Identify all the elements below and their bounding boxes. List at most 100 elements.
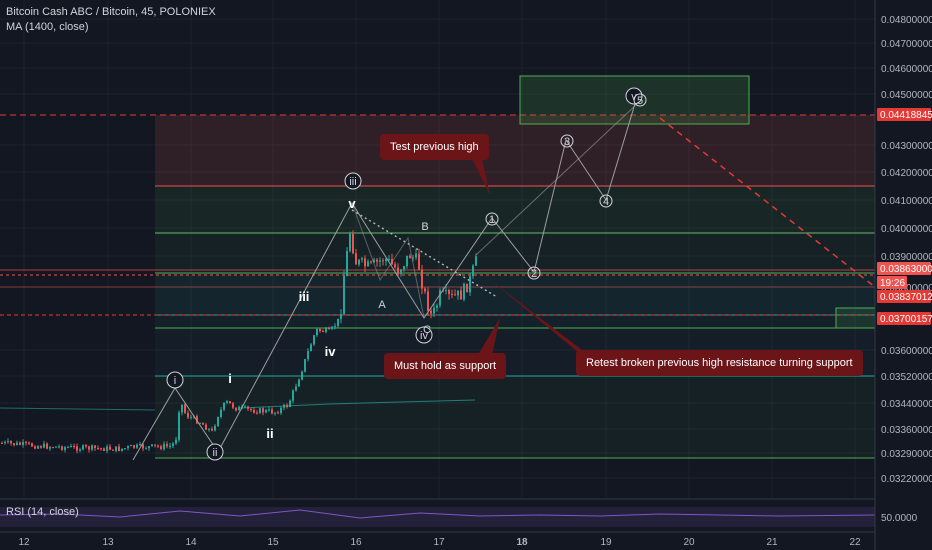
callout-pointer-test: [470, 150, 490, 195]
candle-body: [25, 442, 27, 444]
time-tick: 13: [102, 537, 114, 548]
candle-body: [232, 403, 234, 408]
candle-body: [157, 445, 159, 447]
callout-test-previous-high[interactable]: Test previous high: [380, 134, 489, 160]
candle-body: [316, 328, 318, 336]
candle-body: [325, 328, 327, 332]
key-levels[interactable]: [0, 114, 875, 411]
candle-body: [367, 261, 369, 267]
candle-body: [175, 439, 177, 444]
callout-pointer-retest: [488, 278, 590, 362]
price-axis[interactable]: 0.04800000 0.04700000 0.04600000 0.04500000…: [881, 15, 932, 485]
rsi-line: [0, 509, 876, 519]
wave-circle-ii: ii: [213, 447, 218, 459]
trendline-dotted[interactable]: [351, 209, 498, 298]
callout-retest-support[interactable]: Retest broken previous high resistance t…: [576, 350, 863, 376]
price-tick: 0.03360000: [881, 425, 932, 436]
candle-body: [421, 269, 423, 289]
candle-body: [169, 445, 171, 447]
candle-body: [229, 401, 231, 404]
candle-body: [361, 258, 363, 260]
candle-body: [349, 233, 351, 251]
candle-body: [7, 441, 9, 443]
candle-body: [256, 412, 258, 414]
time-tick: 20: [683, 537, 695, 548]
candle-body: [151, 444, 153, 447]
candle-body: [460, 290, 462, 300]
candle-body: [328, 328, 330, 330]
indicator-legend-rsi[interactable]: RSI (14, close): [6, 506, 79, 518]
candle-body: [85, 445, 87, 447]
candle-body: [427, 291, 429, 311]
candle-body: [64, 447, 66, 450]
candle-body: [352, 233, 354, 254]
time-tick: 18: [516, 537, 528, 548]
candle-body: [304, 359, 306, 372]
wave-circle-iv: iv: [420, 330, 428, 342]
candle-body: [301, 371, 303, 380]
candle-body: [355, 253, 357, 265]
wave-circle-iii: iii: [349, 176, 356, 188]
candle-body: [448, 290, 450, 294]
wave-projection[interactable]: [132, 96, 638, 461]
candle-body: [472, 265, 474, 277]
candle-body: [40, 446, 42, 448]
rsi-value: 50.0000: [881, 513, 918, 524]
candle-body: [331, 326, 333, 329]
candle-body: [91, 445, 93, 450]
candle-body: [262, 408, 264, 413]
candle-body: [115, 446, 117, 451]
candle-body: [52, 447, 54, 449]
wave-minor-iii: iii: [299, 289, 310, 304]
fib-retracement-zones[interactable]: [155, 115, 875, 459]
candle-body: [292, 390, 294, 401]
candle-body: [1, 443, 3, 444]
candle-body: [211, 428, 213, 431]
candle-body: [10, 441, 12, 444]
candle-body: [376, 259, 378, 262]
candle-body: [184, 404, 186, 413]
callout-must-hold-support[interactable]: Must hold as support: [384, 353, 507, 379]
candlestick-series[interactable]: [1, 230, 477, 454]
indicator-legend-ma[interactable]: MA (1400, close): [6, 21, 89, 33]
price-tick: 0.04100000: [881, 196, 932, 207]
candle-body: [379, 260, 381, 262]
wave-proj-3: 3: [564, 136, 570, 148]
candle-body: [370, 261, 372, 263]
candle-body: [214, 425, 216, 431]
price-tick: 0.04500000: [881, 90, 932, 101]
candle-body: [343, 275, 345, 315]
candle-body: [79, 449, 81, 451]
candle-body: [436, 305, 438, 308]
bearish-projection[interactable]: [659, 117, 876, 288]
time-tick: 22: [849, 537, 861, 548]
candle-body: [418, 253, 420, 270]
wave-proj-1: 1: [489, 214, 495, 226]
candle-body: [154, 444, 156, 446]
candle-body: [271, 409, 273, 414]
candle-body: [298, 379, 300, 387]
symbol-title[interactable]: Bitcoin Cash ABC / Bitcoin, 45, POLONIEX: [6, 6, 216, 18]
candle-body: [451, 293, 453, 295]
candle-body: [4, 441, 6, 444]
price-tick: 0.04700000: [881, 39, 932, 50]
candle-body: [388, 258, 390, 260]
candle-body: [268, 409, 270, 411]
wave-labels[interactable]: i ii iii iv v i ii iii iv v A B C 1 2 3 …: [166, 87, 647, 461]
time-axis[interactable]: 12 13 14 15 16 17 18 19 20 21 22: [18, 537, 861, 548]
candle-body: [217, 416, 219, 426]
candle-body: [220, 409, 222, 417]
price-tag: 0.03863000: [877, 262, 932, 275]
price-tag: 19:26: [877, 276, 907, 289]
wave-B: B: [421, 221, 428, 233]
candle-body: [208, 428, 210, 430]
wave-minor-ii: ii: [266, 426, 273, 441]
right-zone-box[interactable]: [835, 307, 876, 329]
price-tick: 0.04800000: [881, 15, 932, 26]
candle-body: [148, 446, 150, 449]
candle-body: [373, 259, 375, 263]
svg-text:19:26: 19:26: [880, 278, 905, 289]
candle-body: [178, 412, 180, 440]
